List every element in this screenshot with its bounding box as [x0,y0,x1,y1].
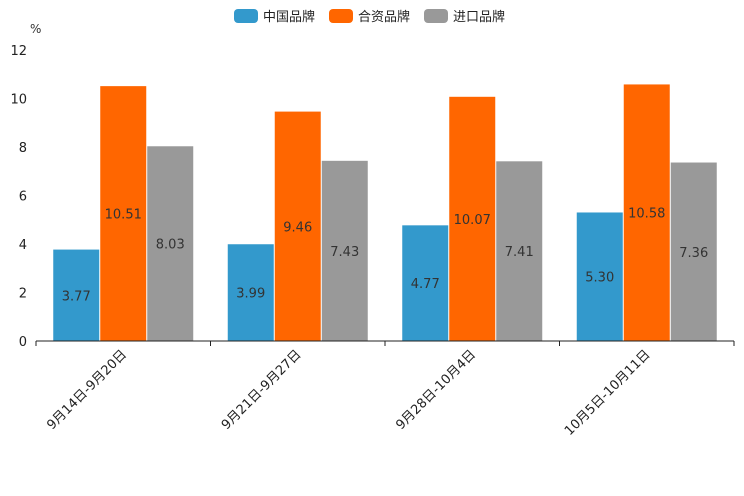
x-tick-label: 9月14日-9月20日 [44,347,130,433]
y-tick-label: 2 [19,287,27,302]
bar-china-2 [402,225,449,341]
legend-item-import-brand[interactable]: 进口品牌 [424,6,505,25]
x-tick-label: 9月21日-9月27日 [219,347,305,433]
chart-legend: 中国品牌 合资品牌 进口品牌 [234,6,505,25]
bar-data-label: 3.99 [236,287,265,302]
bar-import-3 [670,162,717,341]
bar-data-label: 5.30 [585,271,614,286]
bar-data-label: 7.43 [330,245,359,260]
legend-item-joint-venture-brand[interactable]: 合资品牌 [329,6,410,25]
bar-joint-venture-2 [449,96,496,342]
bar-import-2 [496,161,543,341]
y-tick-label: 12 [10,44,27,59]
legend-item-china-brand[interactable]: 中国品牌 [234,6,315,25]
bar-data-label: 7.36 [679,246,708,261]
legend-swatch-china-brand [234,8,258,23]
bar-data-label: 8.03 [156,238,185,253]
bar-data-label: 10.51 [105,208,142,223]
bar-data-label: 7.41 [505,245,534,260]
bar-china-0 [53,249,100,341]
x-tick-label: 10月5日-10月11日 [562,347,654,439]
x-tick-label: 9月28日-10月4日 [393,347,479,433]
y-tick-label: 4 [19,238,27,253]
legend-label-import-brand: 进口品牌 [453,10,506,25]
bar-data-label: 3.77 [62,289,91,304]
bar-import-1 [321,160,368,341]
legend-label-joint-venture-brand: 合资品牌 [358,10,411,25]
bar-joint-venture-3 [623,84,670,341]
y-tick-label: 8 [19,141,27,156]
y-axis-unit-label: % [30,22,42,36]
bar-china-1 [227,244,274,341]
bar-joint-venture-0 [100,86,147,341]
legend-label-china-brand: 中国品牌 [263,10,316,25]
bar-joint-venture-1 [274,111,321,341]
y-tick-label: 0 [19,335,27,350]
bar-import-0 [147,146,194,341]
bar-data-label: 9.46 [283,220,312,235]
legend-swatch-joint-venture-brand [329,8,354,23]
bar-data-label: 4.77 [411,277,440,292]
y-tick-label: 6 [19,190,27,205]
bar-data-label: 10.07 [454,213,491,228]
bar-data-label: 10.58 [628,207,665,222]
y-tick-label: 10 [10,93,27,108]
bar-china-3 [576,212,623,341]
legend-swatch-import-brand [424,8,449,23]
